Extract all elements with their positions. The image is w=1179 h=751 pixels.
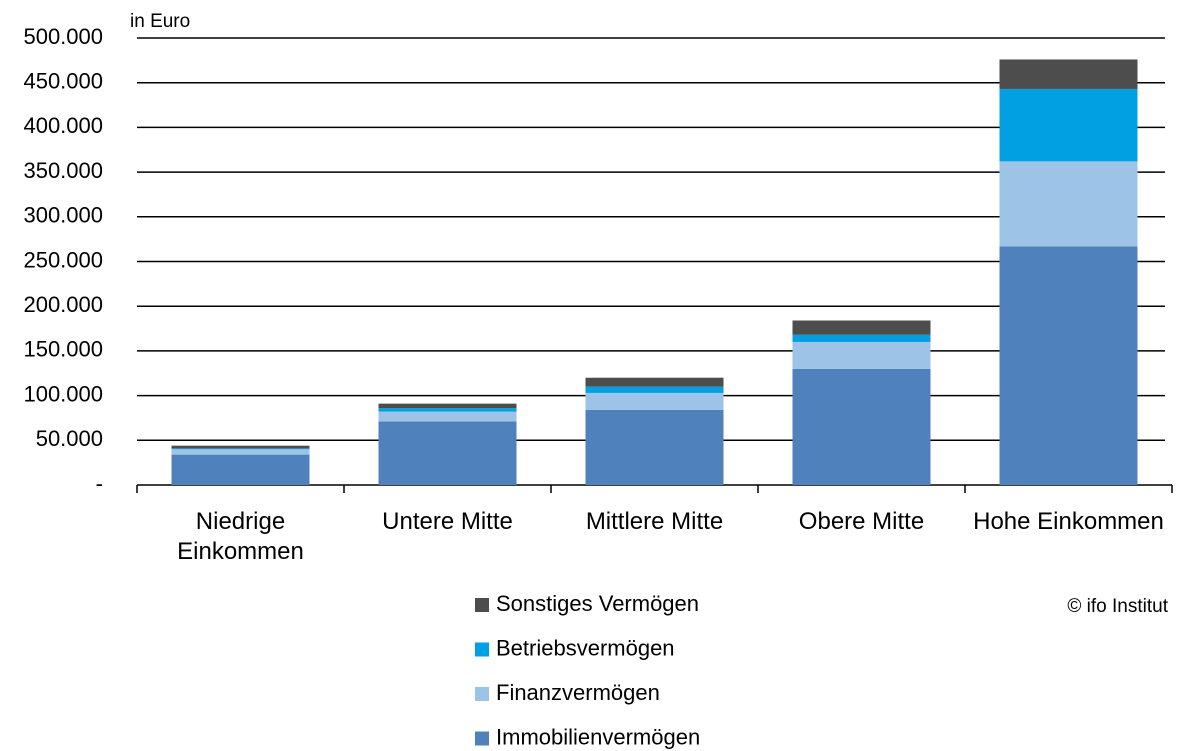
bar-segment — [585, 377, 724, 387]
y-tick-label: 100.000 — [23, 381, 103, 406]
bar-segment — [792, 368, 931, 485]
bar-segment — [171, 445, 310, 449]
y-tick-label: 150.000 — [23, 337, 103, 362]
bar-segment — [999, 59, 1138, 89]
x-tick-label: Obere Mitte — [798, 508, 925, 535]
bar-segment — [378, 403, 517, 409]
source: © ifo Institut — [1067, 596, 1168, 617]
legend-label: Immobilienvermögen — [496, 724, 700, 749]
x-tick-label: Niedrige Einkommen — [177, 508, 304, 565]
bar-segment — [792, 320, 931, 335]
y-tick-label: 50.000 — [36, 426, 103, 451]
y-axis-label: in Euro — [130, 11, 190, 32]
bar-segment — [171, 454, 310, 485]
bar-segment — [792, 341, 931, 369]
bar-segment — [792, 334, 931, 342]
x-tick-label: Mittlere Mitte — [585, 508, 724, 535]
y-tick-label: 400.000 — [23, 113, 103, 138]
y-tick-label: 350.000 — [23, 158, 103, 183]
y-tick-label: 450.000 — [23, 69, 103, 94]
legend-label: Betriebsvermögen — [496, 635, 675, 660]
bar-segment — [999, 246, 1138, 485]
legend-swatch — [475, 731, 489, 746]
legend-label: Sonstiges Vermögen — [496, 591, 699, 616]
bar-segment — [171, 448, 310, 450]
legend-swatch — [475, 687, 489, 701]
legend-swatch — [475, 642, 489, 657]
y-tick-label: 300.000 — [23, 203, 103, 228]
legend-label: Finanzvermögen — [496, 680, 660, 705]
bar-segment — [378, 411, 517, 422]
bar-segment — [585, 392, 724, 410]
y-tick-label: 250.000 — [23, 247, 103, 272]
y-tick-label: 500.000 — [23, 24, 103, 49]
y-tick-label: - — [96, 471, 103, 496]
bar-segment — [999, 161, 1138, 247]
bar-segment — [378, 421, 517, 485]
x-tick-label: Hohe Einkommen — [973, 508, 1164, 535]
bar-segment — [585, 409, 724, 485]
bar-segment — [999, 88, 1138, 162]
y-tick-label: 200.000 — [23, 292, 103, 317]
bar-segment — [585, 386, 724, 393]
bar-segment — [378, 408, 517, 412]
bar-segment — [171, 449, 310, 455]
legend-swatch — [475, 598, 489, 612]
x-tick-label: Untere Mitte — [382, 508, 513, 535]
